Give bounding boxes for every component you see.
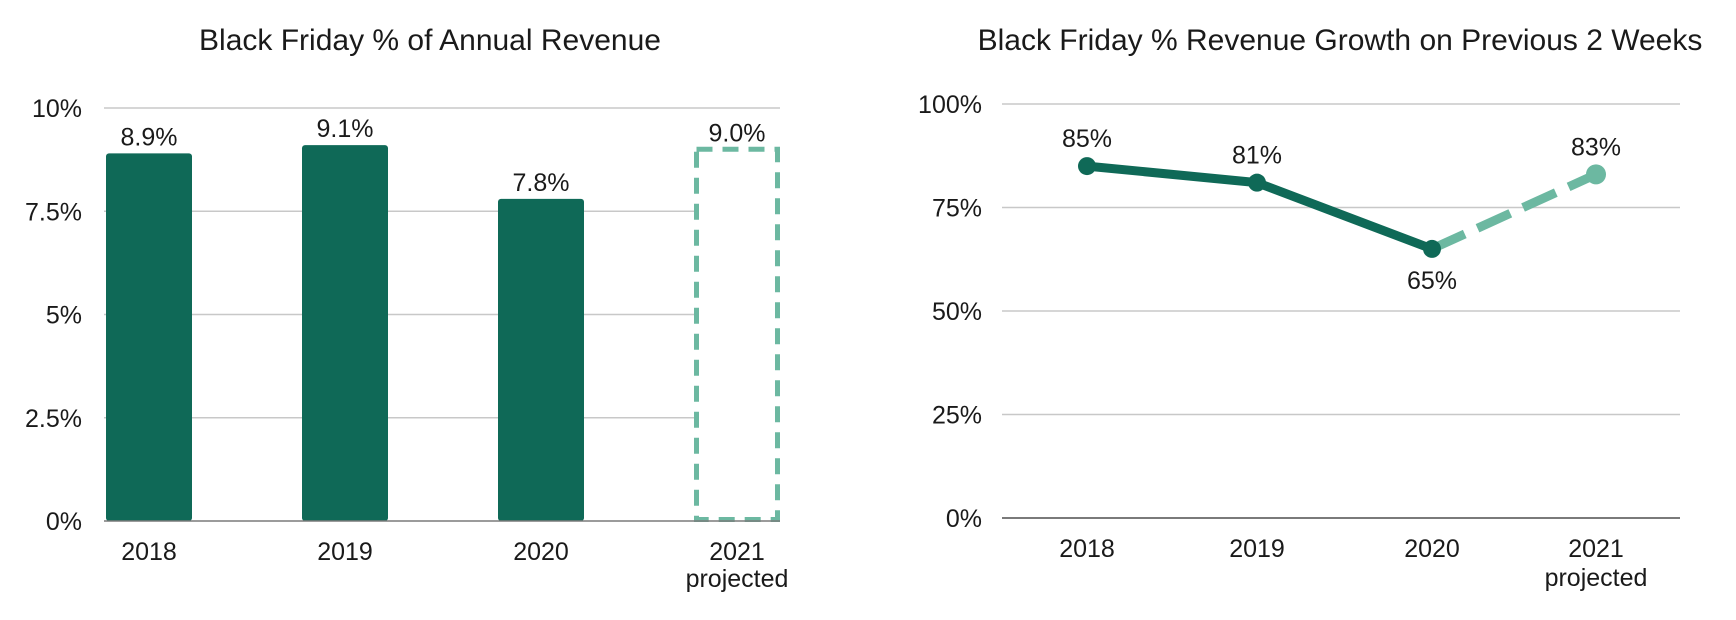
line-y-tick-label: 0%: [946, 505, 982, 533]
bar-projected: [694, 146, 780, 523]
bar-y-tick-label: 10%: [32, 95, 82, 123]
line-y-tick-label: 25%: [932, 402, 982, 430]
bar-chart-title: Black Friday % of Annual Revenue: [199, 24, 661, 57]
line-y-tick-label: 75%: [932, 195, 982, 223]
bar: [302, 145, 388, 522]
line-y-tick-label: 100%: [918, 91, 982, 119]
bar: [498, 198, 584, 522]
bar-x-tick-label: 2018: [121, 538, 177, 566]
line-x-tick-label: 2019: [1229, 535, 1285, 563]
bar-x-tick-label: 2020: [513, 538, 569, 566]
bar-x-tick-sublabel: projected: [686, 565, 789, 593]
point-value-label: 85%: [1062, 125, 1112, 153]
bar-value-label: 8.9%: [121, 123, 178, 151]
bar-y-tick-label: 5%: [46, 302, 82, 330]
bar-value-label: 9.0%: [709, 119, 766, 147]
point: [1423, 239, 1441, 258]
line-x-tick-label: 2021: [1568, 535, 1624, 563]
bar-value-label: 9.1%: [317, 115, 374, 143]
line-y-tick-label: 50%: [932, 298, 982, 326]
bar-value-label: 7.8%: [513, 169, 570, 197]
series-line-projected: [1430, 170, 1598, 253]
bar-y-tick-label: 2.5%: [25, 405, 82, 433]
bar-x-tick-label: 2019: [317, 538, 373, 566]
point: [1248, 173, 1266, 192]
bar-chart: Black Friday % of Annual Revenue 0% 2.5% 5…: [25, 24, 788, 593]
line-x-tick-sublabel: projected: [1545, 564, 1648, 592]
point: [1078, 157, 1096, 176]
point-projected: [1586, 164, 1606, 185]
line-chart: Black Friday % Revenue Growth on Previou…: [918, 24, 1702, 592]
line-x-tick-label: 2020: [1404, 535, 1460, 563]
bar-y-tick-label: 0%: [46, 508, 82, 536]
point-value-label: 81%: [1232, 142, 1282, 170]
bar-y-tick-label: 7.5%: [25, 198, 82, 226]
bar: [106, 153, 192, 521]
point-value-label: 65%: [1407, 267, 1457, 295]
bar-x-tick-label: 2021: [709, 538, 765, 566]
line-x-tick-label: 2018: [1059, 535, 1115, 563]
point-value-label: 83%: [1571, 133, 1621, 161]
line-chart-title: Black Friday % Revenue Growth on Previou…: [978, 24, 1703, 57]
